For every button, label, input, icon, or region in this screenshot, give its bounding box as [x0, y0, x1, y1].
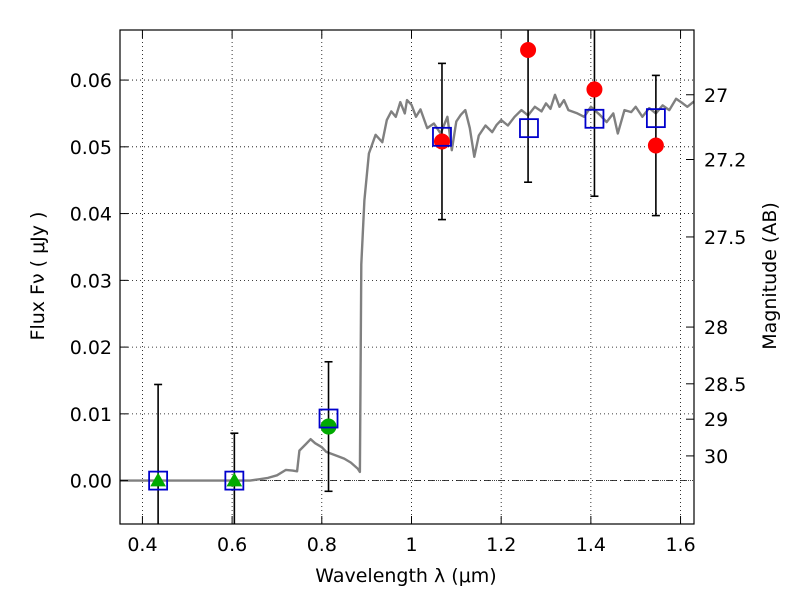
y2-axis-label: Magnitude (AB)	[759, 202, 781, 350]
model-photometry-marker	[224, 470, 245, 491]
y2-tick-label: 28	[704, 317, 728, 339]
y-tick-label: 0.04	[70, 204, 112, 226]
plot-content	[120, 30, 694, 524]
model-photometry-marker	[584, 108, 605, 129]
model-photometry-marker	[148, 470, 169, 491]
flux-point	[520, 42, 537, 59]
x-tick-label: 1	[405, 534, 417, 556]
x-tick-label: 0.4	[127, 534, 157, 556]
upper-limit-marker	[150, 472, 166, 487]
y-axis-label: Flux Fν ( μJy )	[27, 212, 49, 341]
flux-point	[647, 137, 664, 154]
y2-tick-label: 29	[704, 409, 728, 431]
flux-point	[433, 133, 450, 150]
y-tick-label: 0.02	[70, 337, 112, 359]
y2-tick-label: 27.5	[704, 227, 746, 249]
model-spectrum-line	[120, 93, 694, 482]
y2-tick-label: 28.5	[704, 374, 746, 396]
x-axis-label: Wavelength λ (μm)	[315, 565, 496, 587]
flux-point	[320, 418, 337, 435]
y-tick-label: 0.00	[70, 471, 112, 493]
upper-limit-marker	[226, 472, 243, 487]
y2-tick-label: 27	[704, 85, 728, 107]
axes	[119, 29, 695, 525]
x-tick-label: 1.4	[576, 534, 606, 556]
y-tick-label: 0.06	[70, 70, 112, 92]
x-tick-label: 1.2	[486, 534, 516, 556]
x-tick-label: 0.6	[217, 534, 247, 556]
flux-point	[586, 81, 603, 98]
x-tick-label: 0.8	[307, 534, 337, 556]
model-photometry-marker	[432, 126, 452, 147]
y-tick-label: 0.05	[70, 137, 112, 159]
x-tick-label: 1.6	[665, 534, 695, 556]
plot-frame	[119, 29, 695, 525]
tick-labels: 0.4 0.6 0.8 1 1.2 1.4 1.6 0.00 0.01 0.02 0.03 0.04 0…	[70, 70, 747, 556]
y-tick-label: 0.01	[70, 404, 112, 426]
y2-tick-label: 27.2	[704, 150, 746, 172]
model-photometry-marker	[519, 118, 539, 139]
model-photometry-marker	[318, 408, 339, 429]
y2-tick-label: 30	[704, 446, 728, 468]
model-photometry-marker	[645, 108, 666, 129]
y-tick-label: 0.03	[70, 270, 112, 292]
